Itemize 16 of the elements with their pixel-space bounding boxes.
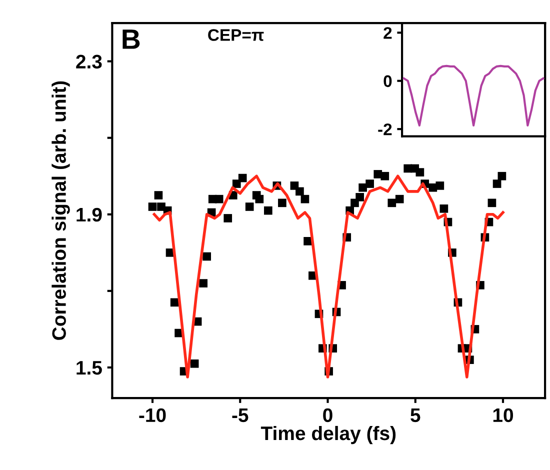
x-axis-title: Time delay (fs): [260, 426, 396, 444]
y-axis-title: Correlation signal (arb. unit): [52, 81, 70, 340]
line-series: [402, 64, 544, 126]
y-tick-label: 0: [384, 75, 392, 88]
x-tick-label: 10: [493, 408, 514, 422]
annotation: CEP=π: [208, 29, 264, 41]
y-tick-label: 1.5: [76, 361, 102, 375]
y-tick-label: 1.9: [76, 208, 102, 222]
x-tick-label: -5: [232, 408, 248, 422]
x-tick-label: 0: [323, 408, 332, 422]
x-tick-label: 5: [410, 408, 420, 422]
y-tick-label: 2: [384, 27, 392, 39]
annotation: B: [122, 30, 140, 49]
y-tick-label: -2: [378, 123, 392, 136]
y-tick-label: 2.3: [76, 54, 102, 69]
x-tick-label: -10: [139, 408, 166, 422]
